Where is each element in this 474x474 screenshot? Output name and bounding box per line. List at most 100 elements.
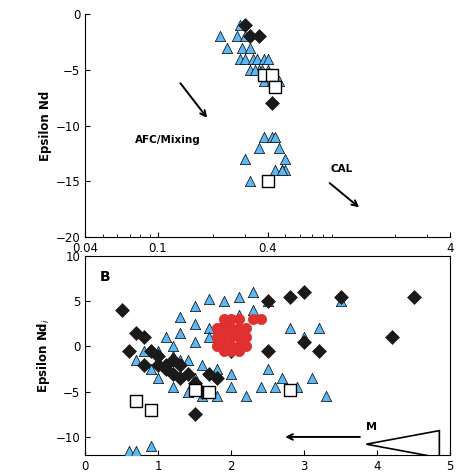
Point — [169, 352, 177, 359]
Point — [254, 55, 261, 63]
Point — [388, 334, 396, 341]
Point — [198, 361, 206, 368]
Point — [176, 374, 184, 382]
Point — [257, 316, 264, 323]
Point — [235, 347, 242, 355]
Point — [213, 365, 220, 373]
X-axis label: Th/Nb: Th/Nb — [243, 259, 293, 274]
Point — [184, 370, 191, 377]
Point — [235, 325, 242, 332]
Point — [260, 133, 267, 141]
Point — [258, 66, 265, 74]
Point — [235, 316, 242, 323]
Point — [246, 66, 254, 74]
Point — [184, 388, 191, 395]
Point — [272, 77, 279, 85]
Y-axis label: Epsilon Nd$_i$: Epsilon Nd$_i$ — [35, 318, 52, 393]
Text: B: B — [100, 270, 110, 284]
Point — [268, 77, 275, 85]
Point — [213, 334, 220, 341]
Point — [242, 334, 250, 341]
Point — [282, 155, 289, 163]
Point — [191, 386, 199, 394]
Point — [228, 329, 235, 337]
Point — [155, 352, 162, 359]
Point — [176, 361, 184, 368]
Point — [140, 347, 147, 355]
Point — [155, 374, 162, 382]
Point — [272, 83, 279, 91]
Point — [155, 347, 162, 355]
Point — [233, 33, 240, 40]
Point — [278, 166, 286, 174]
Point — [220, 325, 228, 332]
Point — [301, 288, 308, 296]
Point — [246, 44, 254, 52]
Point — [271, 383, 279, 391]
Point — [235, 311, 242, 319]
Point — [228, 343, 235, 350]
Point — [301, 334, 308, 341]
Point — [255, 66, 263, 74]
Point — [235, 329, 242, 337]
Point — [147, 347, 155, 355]
Point — [140, 334, 147, 341]
Point — [279, 374, 286, 382]
Point — [246, 178, 254, 185]
Point — [308, 374, 315, 382]
Point — [220, 316, 228, 323]
Point — [191, 374, 199, 382]
Point — [337, 297, 345, 305]
Point — [236, 22, 243, 29]
Point — [260, 72, 267, 79]
Point — [147, 442, 155, 450]
Point — [228, 334, 235, 341]
Point — [176, 356, 184, 364]
Point — [242, 343, 250, 350]
Point — [217, 33, 224, 40]
Point — [176, 314, 184, 321]
Point — [264, 347, 272, 355]
Point — [133, 329, 140, 337]
Point — [220, 334, 228, 341]
Point — [191, 379, 199, 386]
Point — [286, 325, 293, 332]
Point — [236, 55, 243, 63]
Point — [228, 316, 235, 323]
Point — [337, 293, 345, 301]
Point — [268, 72, 275, 79]
Point — [260, 55, 267, 63]
Point — [246, 33, 254, 40]
Point — [293, 383, 301, 391]
Point — [249, 316, 257, 323]
Point — [257, 383, 264, 391]
Point — [228, 347, 235, 355]
Point — [255, 144, 263, 152]
Point — [169, 383, 177, 391]
Point — [147, 365, 155, 373]
Point — [286, 386, 293, 394]
Point — [278, 166, 286, 174]
Point — [220, 343, 228, 350]
Point — [198, 388, 206, 395]
Point — [213, 392, 220, 400]
Point — [410, 293, 418, 301]
Point — [220, 329, 228, 337]
Point — [206, 296, 213, 303]
Point — [125, 347, 133, 355]
Point — [191, 338, 199, 346]
Point — [260, 77, 267, 85]
Point — [220, 347, 228, 355]
Point — [241, 155, 249, 163]
Point — [241, 55, 249, 63]
Point — [206, 388, 213, 395]
Point — [220, 316, 228, 323]
Point — [272, 133, 279, 141]
Point — [133, 397, 140, 404]
Point — [176, 329, 184, 337]
Point — [213, 374, 220, 382]
Point — [162, 365, 169, 373]
Point — [251, 66, 259, 74]
Point — [282, 166, 289, 174]
Point — [220, 329, 228, 337]
